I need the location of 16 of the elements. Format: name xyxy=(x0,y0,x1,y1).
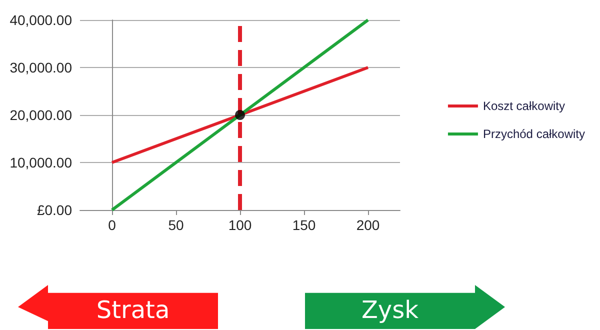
x-tick-label: 50 xyxy=(168,217,184,233)
x-tick-label: 0 xyxy=(108,217,116,233)
legend-label: Koszt całkowity xyxy=(482,99,565,113)
text: Strata xyxy=(95,296,171,324)
legend-label: Przychód całkowity xyxy=(482,127,586,141)
x-tick-label: 100 xyxy=(228,217,252,233)
y-tick-label: £0.00 xyxy=(36,202,72,218)
line-series xyxy=(110,18,370,212)
x-tick-label: 150 xyxy=(292,217,316,233)
y-tick-label: 10,000.00 xyxy=(10,154,72,170)
y-tick-label: 40,000.00 xyxy=(10,12,72,28)
text: Zysk xyxy=(360,296,420,324)
y-tick-label: 20,000.00 xyxy=(10,107,72,123)
x-tick-label: 200 xyxy=(356,217,380,233)
line-series xyxy=(110,66,370,164)
y-tick-label: 30,000.00 xyxy=(10,60,72,76)
